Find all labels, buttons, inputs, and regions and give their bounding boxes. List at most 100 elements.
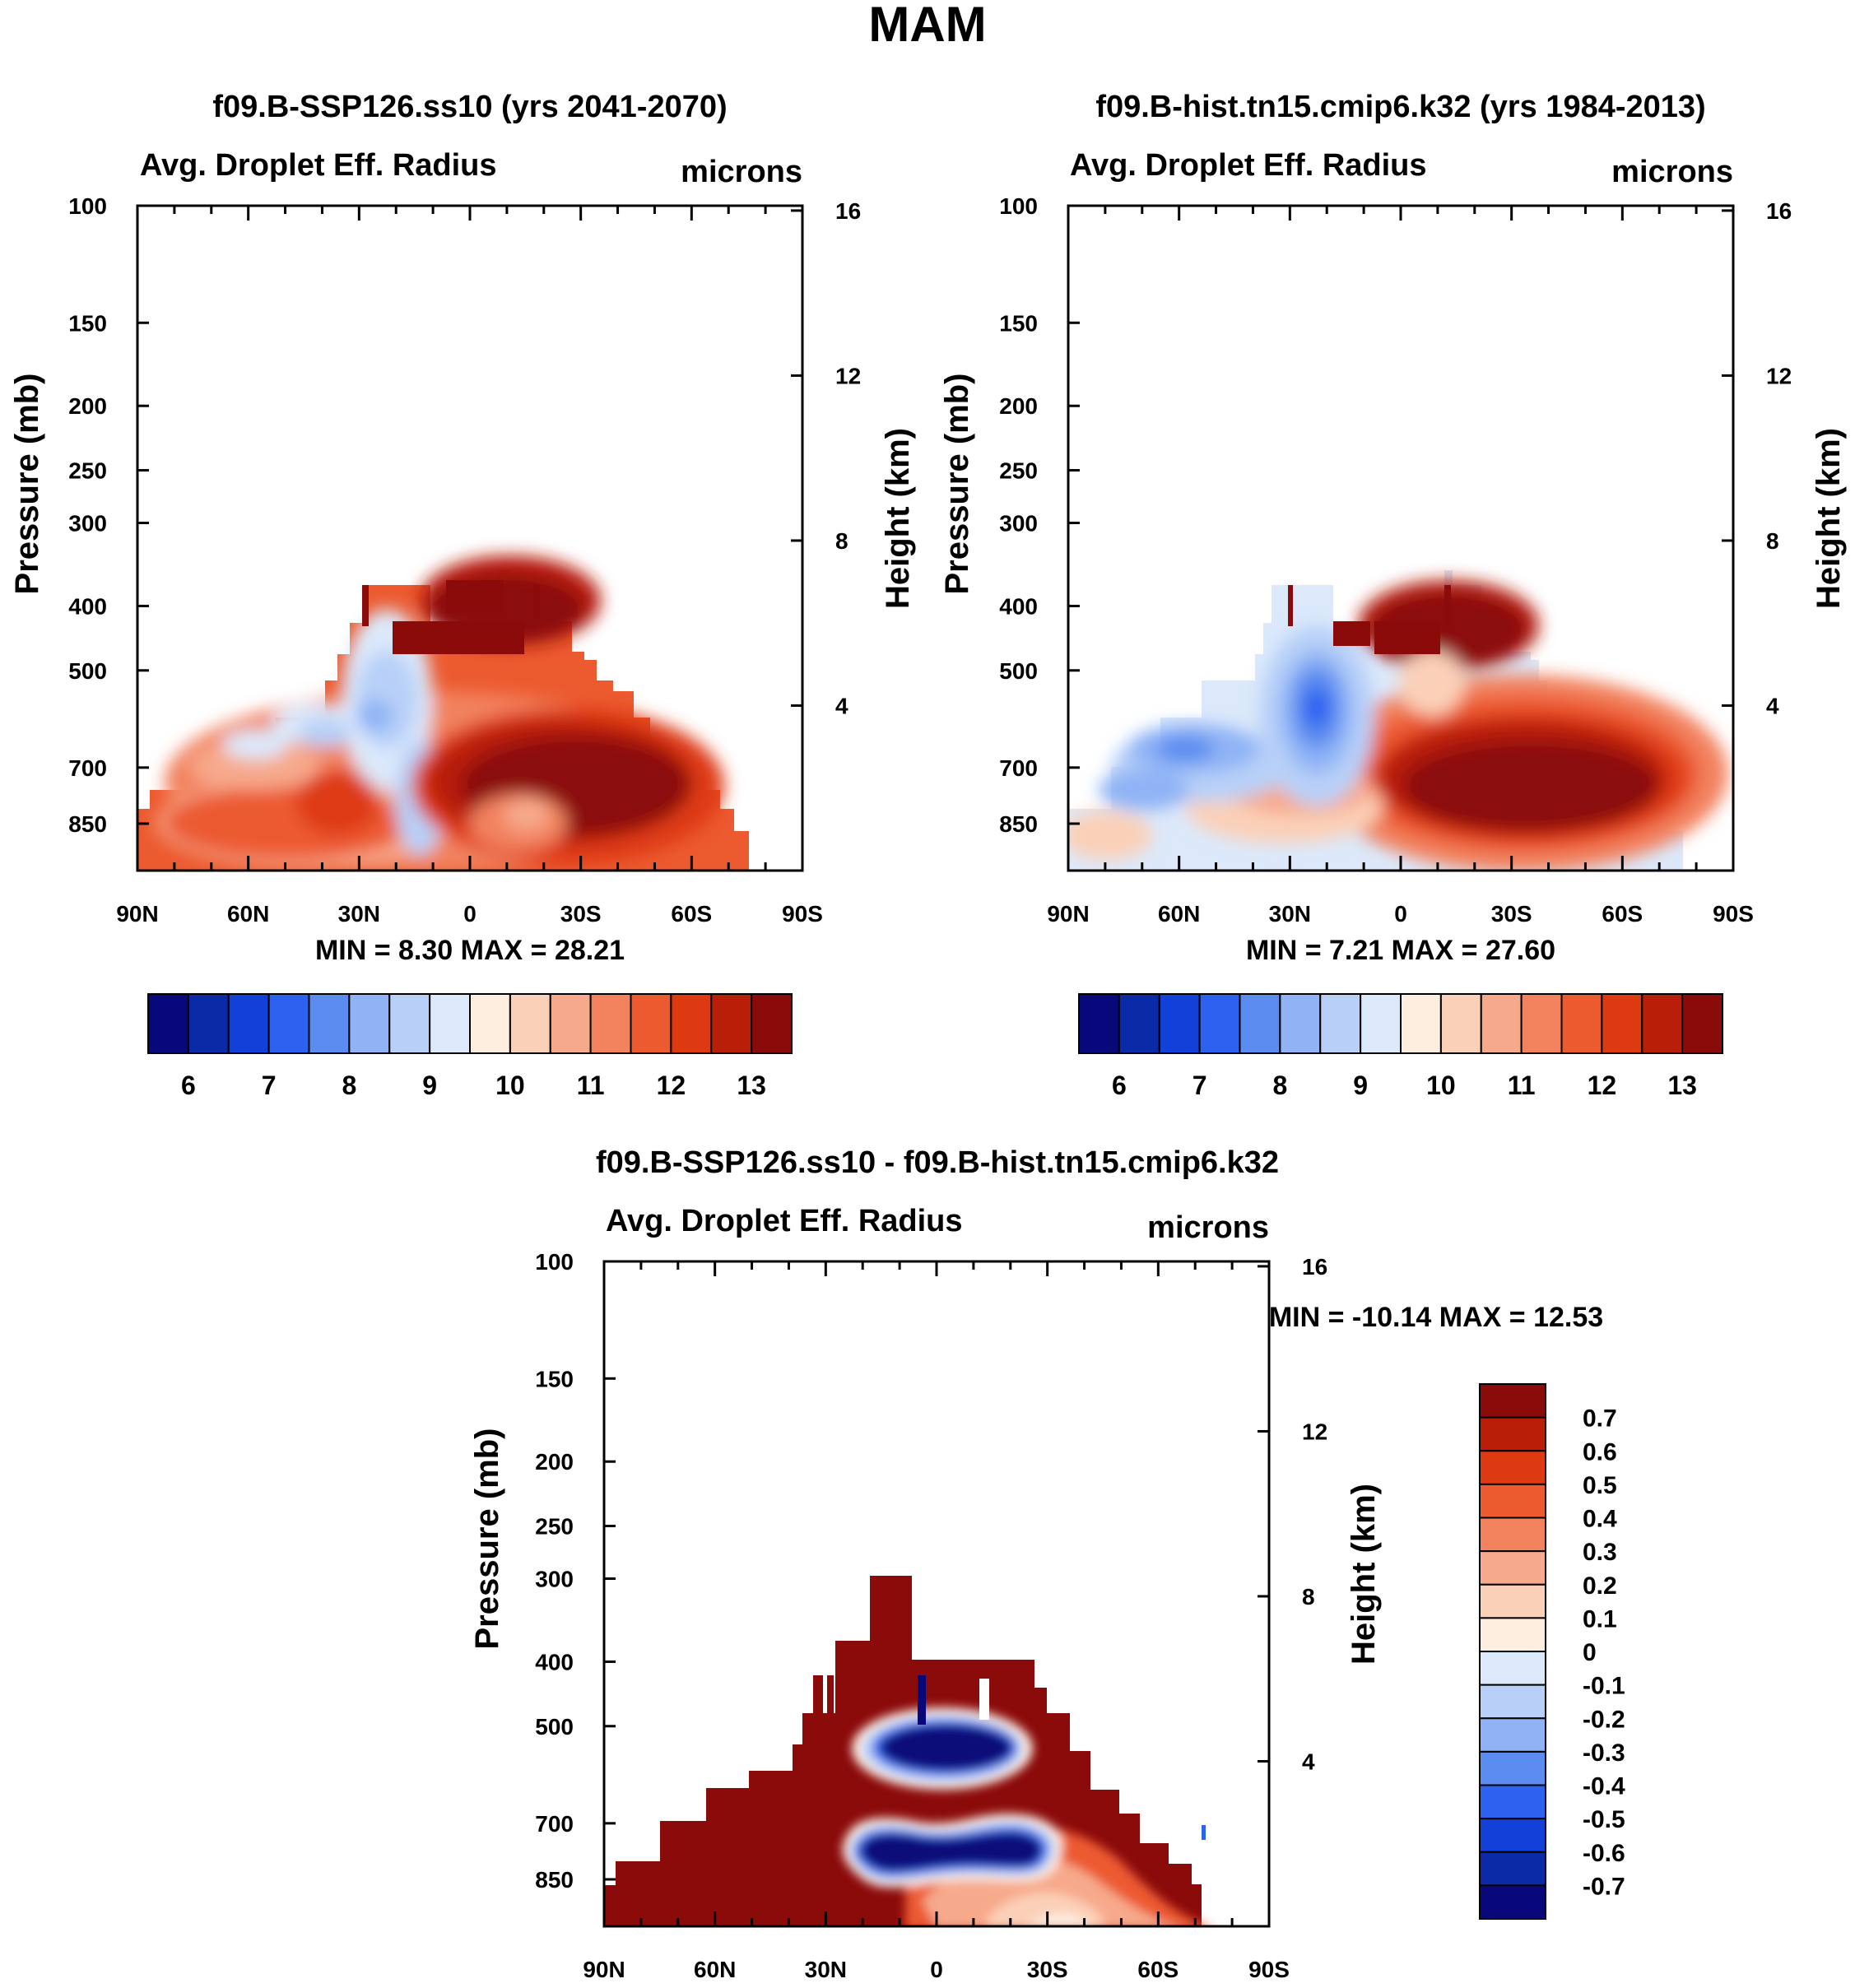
shape xyxy=(362,585,369,626)
panel-ssp126: f09.B-SSP126.ss10 (yrs 2041-2070) Avg. D… xyxy=(9,90,916,1100)
shape xyxy=(827,1675,834,1716)
lat-tick-label: 90N xyxy=(583,1957,625,1982)
shape xyxy=(1202,1825,1206,1840)
colorbar-swatch xyxy=(1479,1818,1546,1853)
colorbar-swatch xyxy=(1601,993,1643,1054)
panel-title: f09.B-SSP126.ss10 (yrs 2041-2070) xyxy=(212,90,727,124)
colorbar-swatch xyxy=(1479,1617,1546,1652)
shape xyxy=(813,1675,823,1716)
contour-fill xyxy=(842,1707,1209,1926)
pressure-tick-label: 250 xyxy=(999,458,1038,484)
min-max-stats: MIN = 8.30 MAX = 28.21 xyxy=(315,935,625,966)
pressure-axis-label: Pressure (mb) xyxy=(939,374,975,595)
lat-tick-label: 0 xyxy=(1394,901,1407,927)
pressure-tick-label: 400 xyxy=(999,593,1038,619)
lat-tick-label: 30N xyxy=(338,901,380,927)
colorbar-swatch xyxy=(1479,1884,1546,1920)
height-tick-label: 12 xyxy=(1766,363,1792,388)
figure-title: MAM xyxy=(868,0,986,52)
lat-tick-label: 90S xyxy=(1248,1957,1290,1982)
lat-tick-label: 90S xyxy=(1713,901,1754,927)
colorbar-swatch xyxy=(187,993,230,1054)
colorbar-label: 0.1 xyxy=(1583,1605,1617,1633)
left-string: Avg. Droplet Eff. Radius xyxy=(1070,148,1427,183)
pressure-tick-label: 400 xyxy=(535,1649,574,1674)
colorbar-label: 10 xyxy=(1426,1071,1456,1100)
colorbar-label: 11 xyxy=(577,1071,605,1100)
pressure-tick-label: 500 xyxy=(68,658,107,684)
pressure-tick-label: 300 xyxy=(535,1567,574,1592)
colorbar-horizontal: 6 7 8 9 10 11 12 13 xyxy=(1078,993,1723,1100)
colorbar-swatch xyxy=(630,993,672,1054)
lat-tick-label: 90S xyxy=(782,901,823,927)
pressure-tick-label: 850 xyxy=(535,1867,574,1893)
pressure-tick-label: 850 xyxy=(68,811,107,837)
colorbar-label: 13 xyxy=(737,1071,766,1100)
colorbar-label: -0.3 xyxy=(1583,1740,1625,1767)
colorbar-swatch xyxy=(348,993,391,1054)
colorbar-label: 0.2 xyxy=(1583,1572,1617,1600)
colorbar-swatch xyxy=(1479,1784,1546,1820)
panel-title: f09.B-SSP126.ss10 - f09.B-hist.tn15.cmip… xyxy=(596,1145,1279,1180)
colorbar-swatch xyxy=(1479,1383,1546,1419)
lat-tick-label: 30S xyxy=(1491,901,1532,927)
colorbar-swatch xyxy=(388,993,431,1054)
colorbar-swatch xyxy=(1480,993,1523,1054)
colorbar-label: 0.7 xyxy=(1583,1405,1617,1433)
colorbar-label: 0.6 xyxy=(1583,1438,1617,1465)
shape xyxy=(1288,585,1293,626)
colorbar-swatch xyxy=(1118,993,1160,1054)
colorbar-horizontal: 6 7 8 9 10 11 12 13 xyxy=(147,993,793,1100)
colorbar-label: -0.2 xyxy=(1583,1706,1625,1733)
pressure-tick-label: 200 xyxy=(68,393,107,419)
height-tick-label: 12 xyxy=(1302,1419,1327,1444)
pressure-tick-label: 850 xyxy=(999,811,1038,837)
height-tick-label: 16 xyxy=(1766,198,1792,224)
colorbar-label: -0.7 xyxy=(1583,1873,1625,1900)
colorbar-swatch xyxy=(1479,1517,1546,1553)
lat-tick-label: 60N xyxy=(1158,901,1200,927)
shape xyxy=(1444,585,1451,626)
colorbar-swatch xyxy=(710,993,753,1054)
pressure-tick-label: 150 xyxy=(68,310,107,336)
left-string: Avg. Droplet Eff. Radius xyxy=(140,148,497,183)
shape xyxy=(1374,621,1440,654)
colorbar-swatch xyxy=(1319,993,1362,1054)
colorbar-swatch xyxy=(1479,1651,1546,1686)
units-label: microns xyxy=(681,155,802,189)
lat-tick-label: 30N xyxy=(805,1957,847,1982)
shape xyxy=(393,621,524,654)
height-axis-label: Height (km) xyxy=(1346,1484,1382,1665)
colorbar-swatch xyxy=(1078,993,1120,1054)
pressure-tick-label: 100 xyxy=(68,193,107,219)
colorbar-swatch xyxy=(1479,1717,1546,1753)
lat-tick-label: 60N xyxy=(227,901,269,927)
pressure-tick-label: 500 xyxy=(535,1714,574,1740)
colorbar-label: 7 xyxy=(1192,1071,1207,1100)
colorbar-vertical: 0.7 0.6 0.5 0.4 0.3 0.2 0.1 0 -0.1 -0.2 -0.3 -0.4 -0… xyxy=(1479,1383,1625,1920)
pressure-axis-label: Pressure (mb) xyxy=(9,374,45,595)
panel-hist: f09.B-hist.tn15.cmip6.k32 (yrs 1984-2013… xyxy=(939,90,1847,1100)
colorbar-swatch xyxy=(227,993,270,1054)
colorbar-swatch xyxy=(1641,993,1684,1054)
colorbar-label: 0 xyxy=(1583,1639,1597,1666)
colorbar-swatch xyxy=(1158,993,1201,1054)
pressure-tick-label: 150 xyxy=(999,310,1038,336)
colorbar-label: -0.6 xyxy=(1583,1840,1625,1867)
contour-fill xyxy=(156,555,724,871)
colorbar-swatch xyxy=(267,993,310,1054)
height-tick-label: 4 xyxy=(1766,693,1779,718)
shape xyxy=(533,585,540,618)
colorbar-swatch xyxy=(549,993,592,1054)
colorbar-swatch xyxy=(1479,1550,1546,1586)
colorbar-label: 12 xyxy=(1588,1071,1617,1100)
pressure-tick-label: 700 xyxy=(535,1811,574,1837)
pressure-tick-label: 100 xyxy=(535,1249,574,1275)
pressure-tick-label: 250 xyxy=(68,458,107,484)
pressure-tick-label: 200 xyxy=(999,393,1038,419)
colorbar-swatch xyxy=(1479,1750,1546,1786)
colorbar-swatch xyxy=(670,993,713,1054)
axis-ticks: 100 150 200 250 300 400 500 700 850 16 12 8 4 90N 60N 3… xyxy=(535,1249,1327,1982)
lat-tick-label: 30N xyxy=(1269,901,1311,927)
colorbar-label: 13 xyxy=(1667,1071,1697,1100)
